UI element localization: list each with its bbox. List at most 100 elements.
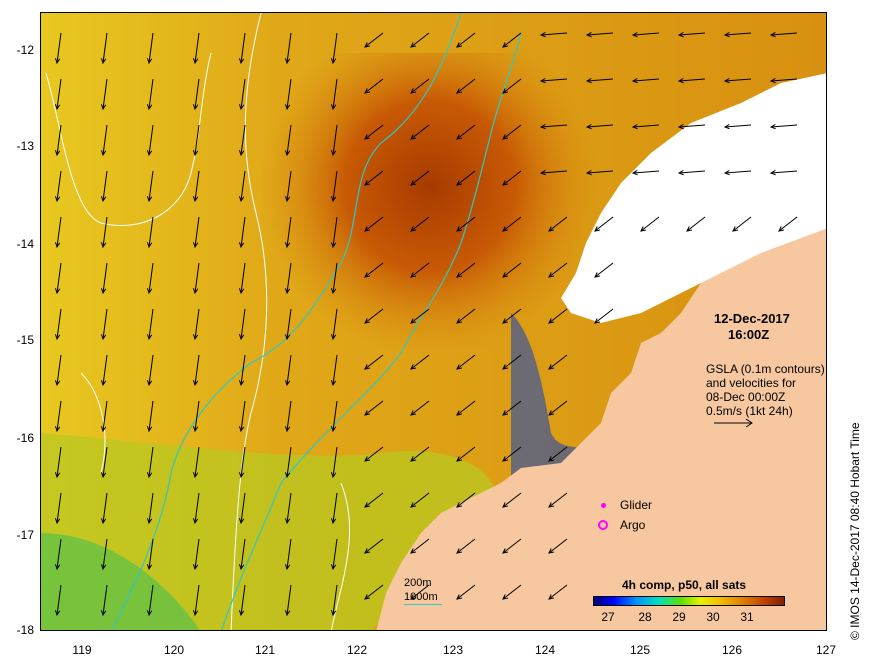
velocity-arrowhead — [364, 502, 370, 508]
velocity-arrow — [194, 170, 200, 202]
velocity-arrow — [640, 216, 660, 232]
velocity-arrow — [456, 124, 476, 140]
velocity-arrow — [286, 354, 292, 386]
velocity-arrowhead — [732, 226, 738, 232]
velocity-arrowhead — [284, 518, 291, 525]
velocity-arrow — [148, 538, 154, 570]
velocity-arrowhead — [100, 288, 107, 295]
velocity-arrowhead — [146, 150, 153, 157]
velocity-arrow — [548, 446, 568, 462]
velocity-arrowhead — [640, 226, 646, 232]
velocity-arrow — [148, 400, 154, 432]
velocity-arrowhead — [284, 610, 291, 617]
velocity-arrow — [240, 400, 246, 432]
velocity-arrow — [548, 538, 568, 554]
velocity-arrowhead — [677, 32, 684, 38]
velocity-arrow — [148, 492, 154, 524]
velocity-arrowhead — [54, 334, 61, 341]
velocity-arrow — [502, 78, 522, 94]
velocity-arrowhead — [410, 364, 416, 370]
velocity-arrowhead — [410, 42, 416, 48]
velocity-arrow — [148, 32, 154, 64]
gsla-line-1: GSLA (0.1m contours) — [706, 362, 825, 376]
velocity-arrow — [286, 538, 292, 570]
velocity-arrow — [770, 124, 798, 128]
velocity-arrow — [502, 400, 522, 416]
velocity-arrowhead — [585, 78, 592, 84]
velocity-arrowhead — [778, 226, 784, 232]
velocity-arrow — [148, 308, 154, 340]
velocity-arrow — [410, 400, 430, 416]
velocity-arrowhead — [364, 226, 370, 232]
velocity-arrow — [548, 354, 568, 370]
velocity-arrowhead — [686, 226, 692, 232]
lat-label: -14 — [16, 237, 34, 251]
velocity-arrowhead — [100, 242, 107, 249]
velocity-arrow — [502, 32, 522, 48]
velocity-arrow — [540, 78, 568, 82]
velocity-arrow — [502, 492, 522, 508]
velocity-arrow — [286, 262, 292, 294]
velocity-arrow — [286, 400, 292, 432]
velocity-arrow — [364, 32, 384, 48]
velocity-arrow — [586, 124, 614, 128]
velocity-arrowhead — [456, 42, 462, 48]
velocity-arrow — [332, 584, 338, 616]
velocity-arrow — [456, 584, 476, 600]
velocity-arrow — [456, 446, 476, 462]
velocity-arrowhead — [54, 518, 61, 525]
velocity-arrow — [148, 584, 154, 616]
velocity-arrowhead — [192, 334, 199, 341]
velocity-arrowhead — [410, 226, 416, 232]
velocity-arrowhead — [330, 426, 337, 433]
velocity-arrowhead — [456, 180, 462, 186]
velocity-arrow — [410, 170, 430, 186]
velocity-arrowhead — [54, 196, 61, 203]
velocity-arrow — [548, 262, 568, 278]
velocity-arrow — [102, 446, 108, 478]
velocity-arrowhead — [100, 610, 107, 617]
velocity-arrow — [56, 400, 62, 432]
date-label: 12-Dec-2017 — [714, 311, 790, 326]
velocity-arrowhead — [539, 78, 546, 84]
velocity-arrowhead — [54, 150, 61, 157]
velocity-arrow — [632, 78, 660, 82]
velocity-arrow — [332, 538, 338, 570]
velocity-arrow — [686, 216, 706, 232]
lon-label: 126 — [721, 643, 743, 657]
velocity-arrow — [194, 354, 200, 386]
velocity-arrow — [364, 308, 384, 324]
velocity-arrow — [364, 538, 384, 554]
velocity-arrow — [332, 262, 338, 294]
colorbar-tick: 28 — [638, 610, 652, 624]
velocity-arrow — [410, 538, 430, 554]
velocity-arrow — [410, 124, 430, 140]
velocity-arrow — [410, 78, 430, 94]
velocity-arrowhead — [100, 334, 107, 341]
velocity-arrowhead — [146, 242, 153, 249]
velocity-arrow — [56, 492, 62, 524]
depth-1000-label: 1000m — [404, 591, 438, 603]
velocity-arrow — [594, 308, 614, 324]
velocity-arrowhead — [539, 170, 546, 176]
velocity-arrow — [286, 492, 292, 524]
velocity-arrowhead — [548, 594, 554, 600]
velocity-arrowhead — [146, 58, 153, 65]
velocity-arrow — [240, 32, 246, 64]
velocity-arrowhead — [284, 288, 291, 295]
velocity-arrowhead — [146, 472, 153, 479]
velocity-arrowhead — [410, 548, 416, 554]
velocity-arrowhead — [456, 318, 462, 324]
velocity-arrow — [286, 170, 292, 202]
lon-label: 124 — [534, 643, 556, 657]
velocity-arrow — [540, 124, 568, 128]
velocity-arrow — [102, 538, 108, 570]
velocity-arrow — [502, 354, 522, 370]
velocity-arrow — [148, 78, 154, 110]
gsla-contour — [230, 13, 268, 630]
velocity-arrow — [364, 170, 384, 186]
colorbar-tick: 27 — [601, 610, 615, 624]
colorbar — [593, 596, 785, 606]
velocity-arrowhead — [284, 380, 291, 387]
velocity-arrowhead — [410, 410, 416, 416]
